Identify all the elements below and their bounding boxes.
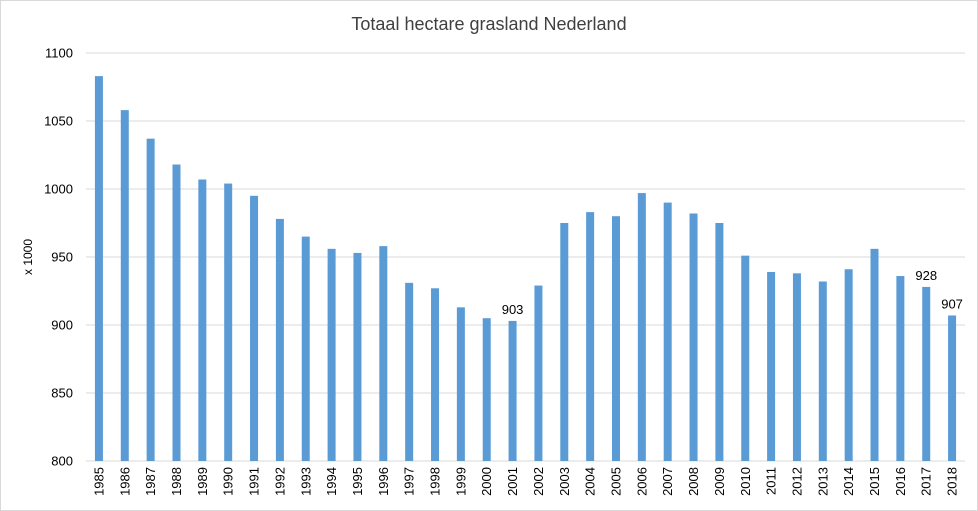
y-tick-label: 800 bbox=[51, 454, 73, 469]
y-tick-label: 1000 bbox=[44, 182, 73, 197]
chart-title: Totaal hectare grasland Nederland bbox=[351, 14, 626, 34]
bar-2007 bbox=[663, 202, 672, 461]
x-tick-label: 2008 bbox=[686, 467, 701, 496]
y-tick-label: 1050 bbox=[44, 114, 73, 129]
x-tick-label: 2010 bbox=[738, 467, 753, 496]
bar-1985 bbox=[94, 76, 103, 462]
x-tick-label: 2001 bbox=[505, 467, 520, 496]
bar-2016 bbox=[896, 276, 905, 461]
bar-2008 bbox=[689, 213, 698, 461]
bar-1992 bbox=[275, 218, 284, 461]
bar-1997 bbox=[405, 282, 414, 461]
bar-2012 bbox=[792, 273, 801, 461]
x-tick-label: 1994 bbox=[324, 467, 339, 496]
bar-1995 bbox=[353, 252, 362, 461]
x-tick-label: 1993 bbox=[298, 467, 313, 496]
bar-1991 bbox=[250, 195, 259, 462]
bar-2001 bbox=[508, 320, 517, 461]
gridlines bbox=[86, 52, 965, 462]
x-tick-label: 2017 bbox=[919, 467, 934, 496]
x-tick-label: 1998 bbox=[428, 467, 443, 496]
y-tick-label: 1100 bbox=[45, 46, 73, 61]
data-label-2018: 907 bbox=[941, 296, 963, 311]
bar-1993 bbox=[301, 236, 310, 461]
x-tick-label: 2005 bbox=[608, 467, 623, 496]
x-tick-label: 2007 bbox=[660, 467, 675, 496]
x-tick-label: 1988 bbox=[169, 467, 184, 496]
x-tick-label: 2011 bbox=[764, 467, 779, 495]
x-tick-label: 1990 bbox=[221, 467, 236, 496]
x-tick-label: 2015 bbox=[867, 467, 882, 496]
bars bbox=[94, 76, 957, 462]
bar-1986 bbox=[120, 110, 129, 462]
bar-2015 bbox=[870, 248, 879, 461]
bar-2009 bbox=[715, 223, 724, 461]
bar-1987 bbox=[146, 138, 155, 461]
x-tick-label: 1996 bbox=[376, 467, 391, 496]
x-axis-ticks: 1985 1986 1987 1988 1989 1990 1991 1992 1993 1994… bbox=[91, 467, 959, 496]
bar-2002 bbox=[534, 285, 543, 461]
bar-2018 bbox=[948, 315, 957, 461]
bar-2011 bbox=[767, 271, 776, 461]
x-tick-label: 1992 bbox=[272, 467, 287, 496]
x-tick-label: 2000 bbox=[479, 467, 494, 496]
bar-2006 bbox=[637, 193, 646, 461]
x-tick-label: 2004 bbox=[583, 467, 598, 496]
x-tick-label: 2013 bbox=[815, 467, 830, 496]
bar-1998 bbox=[431, 288, 440, 461]
bar-2010 bbox=[741, 255, 750, 461]
x-tick-label: 2014 bbox=[841, 467, 856, 496]
x-tick-label: 1987 bbox=[143, 467, 158, 496]
bar-2017 bbox=[922, 286, 931, 461]
y-tick-label: 950 bbox=[51, 250, 73, 265]
x-tick-label: 1986 bbox=[117, 467, 132, 496]
bar-2003 bbox=[560, 223, 569, 461]
bar-2005 bbox=[611, 216, 620, 461]
x-tick-label: 1989 bbox=[195, 467, 210, 496]
y-tick-label: 900 bbox=[51, 318, 73, 333]
bar-1994 bbox=[327, 248, 336, 461]
x-tick-label: 2012 bbox=[789, 467, 804, 496]
bar-2013 bbox=[818, 281, 827, 461]
x-tick-label: 1991 bbox=[247, 467, 262, 496]
x-tick-label: 1995 bbox=[350, 467, 365, 496]
x-tick-label: 1999 bbox=[453, 467, 468, 496]
x-tick-label: 2016 bbox=[893, 467, 908, 496]
x-tick-label: 1985 bbox=[91, 467, 106, 496]
x-tick-label: 1997 bbox=[402, 467, 417, 496]
x-tick-label: 2009 bbox=[712, 467, 727, 496]
y-axis-ticks: 800 850 900 950 1000 1050 1100 bbox=[44, 46, 73, 469]
bar-2014 bbox=[844, 269, 853, 461]
x-tick-label: 2018 bbox=[945, 467, 960, 496]
x-tick-label: 2006 bbox=[634, 467, 649, 496]
data-label-2001: 903 bbox=[502, 302, 524, 317]
x-tick-label: 2003 bbox=[557, 467, 572, 496]
bar-1988 bbox=[172, 164, 181, 461]
y-axis-label: x 1000 bbox=[21, 239, 35, 275]
bar-1999 bbox=[456, 307, 465, 461]
bar-1990 bbox=[224, 183, 233, 461]
bar-2000 bbox=[482, 318, 491, 461]
bar-1989 bbox=[198, 179, 207, 462]
data-labels: 903 928 907 bbox=[502, 268, 963, 317]
data-label-2017: 928 bbox=[915, 268, 937, 283]
bar-2004 bbox=[586, 212, 595, 461]
bar-1996 bbox=[379, 246, 388, 461]
x-tick-label: 2002 bbox=[531, 467, 546, 496]
y-tick-label: 850 bbox=[51, 386, 73, 401]
